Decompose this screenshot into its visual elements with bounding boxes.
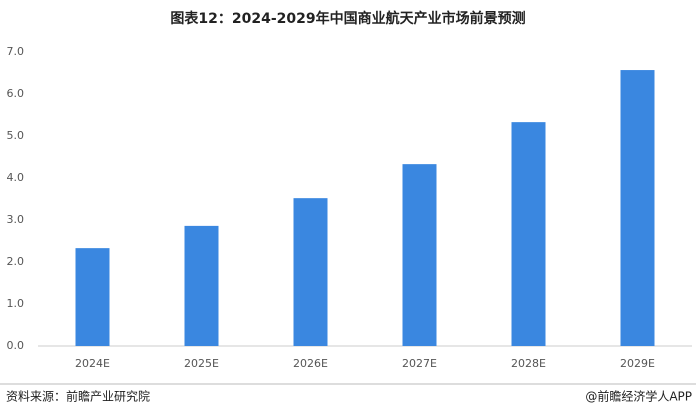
y-tick-label: 6.0 <box>7 87 25 100</box>
bar <box>620 70 655 346</box>
y-tick-label: 4.0 <box>7 171 25 184</box>
bar <box>293 198 328 346</box>
y-tick-label: 3.0 <box>7 213 25 226</box>
bar <box>511 122 546 346</box>
source: 资料来源：前瞻产业研究院 <box>6 389 150 404</box>
bar <box>402 164 437 346</box>
x-tick-label: 2026E <box>293 357 328 370</box>
x-tick-label: 2024E <box>75 357 110 370</box>
chart-title: 图表12：2024-2029年中国商业航天产业市场前景预测 <box>170 10 525 27</box>
y-tick-label: 5.0 <box>7 129 25 142</box>
x-tick-label: 2029E <box>620 357 655 370</box>
x-tick-label: 2025E <box>184 357 219 370</box>
x-tick-label: 2027E <box>402 357 437 370</box>
bar <box>184 225 219 346</box>
x-tick-label: 2028E <box>511 357 546 370</box>
y-tick-label: 0.0 <box>7 339 25 352</box>
credit: @前瞻经济学人APP <box>585 389 692 404</box>
y-tick-label: 2.0 <box>7 255 25 268</box>
bar <box>75 248 110 346</box>
y-tick-label: 7.0 <box>7 45 25 58</box>
y-tick-label: 1.0 <box>7 297 25 310</box>
